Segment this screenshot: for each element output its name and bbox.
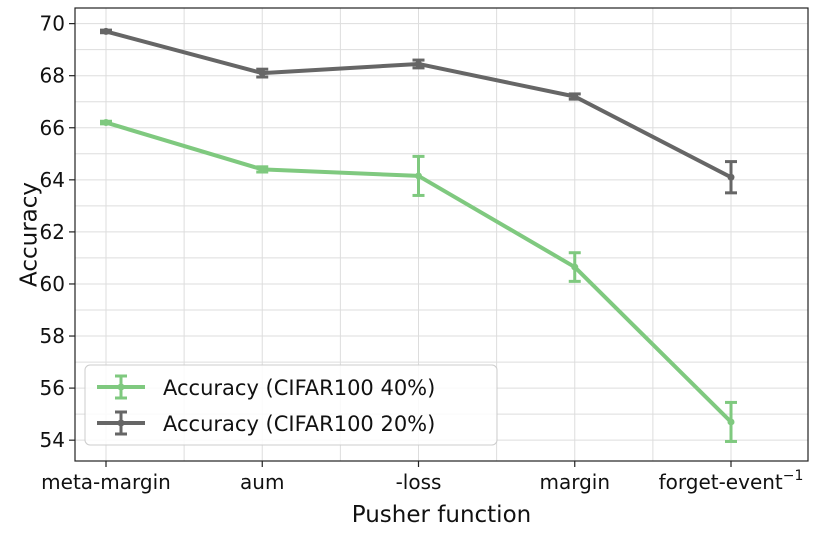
data-point [102,27,110,35]
data-point [571,263,579,271]
legend-item-1: Accuracy (CIFAR100 40%) [97,374,435,400]
data-point [727,173,735,181]
plot-area-frame [74,7,809,462]
y-tick-label: 70 [40,12,65,36]
data-point [258,69,266,77]
y-tick-label: 56 [40,376,65,400]
x-tick-label: meta-margin [41,470,171,494]
x-tick-label: margin [539,470,610,494]
legend-box [84,364,498,446]
x-tick-superscript: −1 [783,468,804,484]
legend-swatch-point [117,383,125,391]
y-tick-label: 68 [40,64,65,88]
legend-label: Accuracy (CIFAR100 20%) [163,412,435,436]
y-tick-label: 62 [40,220,65,244]
data-point [102,119,110,127]
y-axis-ticks: 54 56 58 60 62 64 66 68 70 [40,12,75,452]
x-tick-label: -loss [396,470,442,494]
x-axis-title: Pusher function [352,502,531,528]
y-tick-label: 54 [40,428,65,452]
series-1 [100,119,737,443]
legend: Accuracy (CIFAR100 40%) Accuracy (CIFAR10… [84,364,498,446]
y-axis-title: Accuracy [17,182,43,287]
legend-label: Accuracy (CIFAR100 40%) [163,376,435,400]
y-tick-label: 64 [40,168,65,192]
data-point [258,165,266,173]
data-point [727,418,735,426]
series [100,27,737,443]
series-2 [100,27,737,195]
x-axis-ticks: meta-margin aum -loss margin forget-event−1 [41,461,803,494]
y-tick-label: 60 [40,272,65,296]
data-point [415,172,422,180]
x-tick-label: forget-event−1 [659,468,804,494]
legend-item-2: Accuracy (CIFAR100 20%) [97,410,435,436]
data-point [571,93,579,101]
y-tick-label: 58 [40,324,65,348]
data-point [415,60,422,68]
y-tick-label: 66 [40,116,65,140]
legend-swatch-point [117,419,125,427]
x-tick-label: aum [240,470,284,494]
